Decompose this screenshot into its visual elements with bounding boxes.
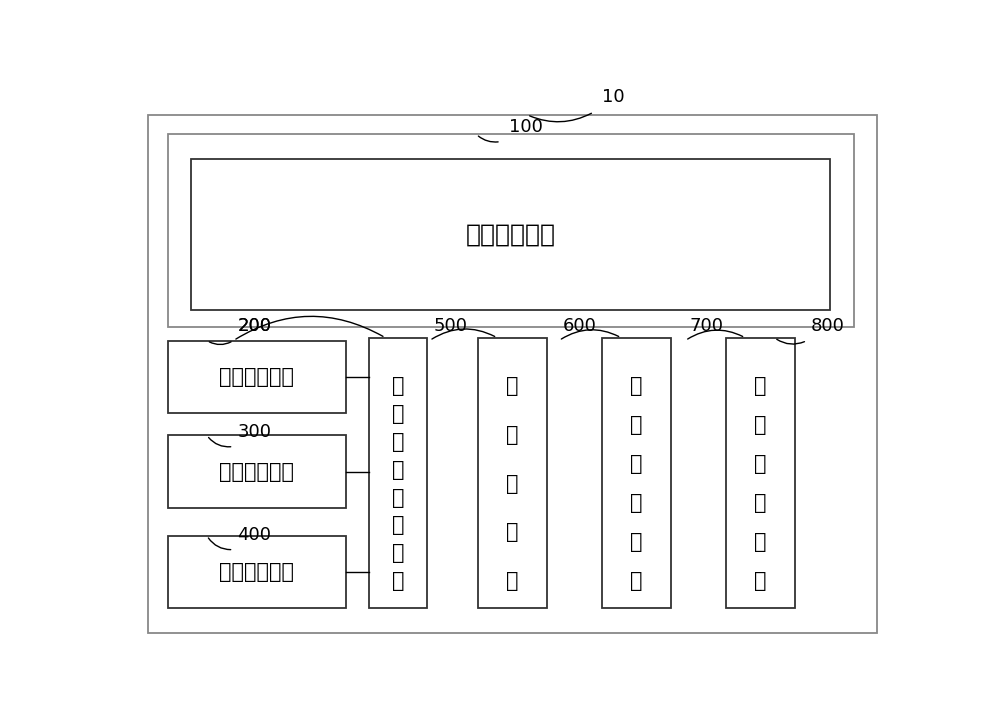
Text: 理: 理 xyxy=(506,523,519,542)
Bar xyxy=(191,159,830,310)
Text: 关机功能模块: 关机功能模块 xyxy=(219,461,294,481)
Text: 务: 务 xyxy=(392,404,404,424)
Bar xyxy=(369,337,427,608)
Text: 务: 务 xyxy=(754,416,767,435)
Text: 单: 单 xyxy=(630,532,643,552)
Bar xyxy=(168,435,346,508)
Text: 行: 行 xyxy=(754,493,767,513)
Text: 务: 务 xyxy=(630,416,643,435)
Bar xyxy=(726,337,795,608)
Text: 100: 100 xyxy=(509,118,542,136)
Bar xyxy=(168,536,346,608)
Text: 模: 模 xyxy=(392,543,404,563)
Text: 单: 单 xyxy=(754,532,767,552)
Text: 200: 200 xyxy=(237,317,271,335)
Text: 任: 任 xyxy=(392,376,404,397)
Text: 务: 务 xyxy=(506,425,519,445)
Text: 300: 300 xyxy=(237,423,271,441)
Text: 400: 400 xyxy=(237,526,271,544)
Text: 任: 任 xyxy=(754,376,767,397)
Text: 器: 器 xyxy=(506,571,519,591)
Text: 理: 理 xyxy=(392,515,404,536)
Bar xyxy=(478,337,547,608)
Text: 块: 块 xyxy=(392,571,404,591)
Text: 管: 管 xyxy=(506,473,519,494)
Text: 执: 执 xyxy=(754,454,767,474)
Text: 过: 过 xyxy=(630,454,643,474)
Bar xyxy=(168,134,854,327)
Text: 管: 管 xyxy=(392,488,404,508)
Text: 表: 表 xyxy=(392,460,404,480)
Text: 800: 800 xyxy=(811,317,845,335)
Text: 10: 10 xyxy=(602,88,624,106)
Bar xyxy=(602,337,671,608)
Text: 600: 600 xyxy=(563,317,597,335)
Text: 列: 列 xyxy=(392,432,404,452)
Text: 任: 任 xyxy=(630,376,643,397)
Text: 继电保护模块: 继电保护模块 xyxy=(466,222,556,247)
Text: 元: 元 xyxy=(630,571,643,591)
Text: 元: 元 xyxy=(754,571,767,591)
Text: 500: 500 xyxy=(433,317,467,335)
Bar xyxy=(168,340,346,413)
Text: 功率调节模块: 功率调节模块 xyxy=(219,562,294,582)
Text: 滤: 滤 xyxy=(630,493,643,513)
Text: 开机功能模块: 开机功能模块 xyxy=(219,367,294,387)
Text: 任: 任 xyxy=(506,376,519,397)
Text: 700: 700 xyxy=(689,317,723,335)
Text: 200: 200 xyxy=(237,317,271,335)
